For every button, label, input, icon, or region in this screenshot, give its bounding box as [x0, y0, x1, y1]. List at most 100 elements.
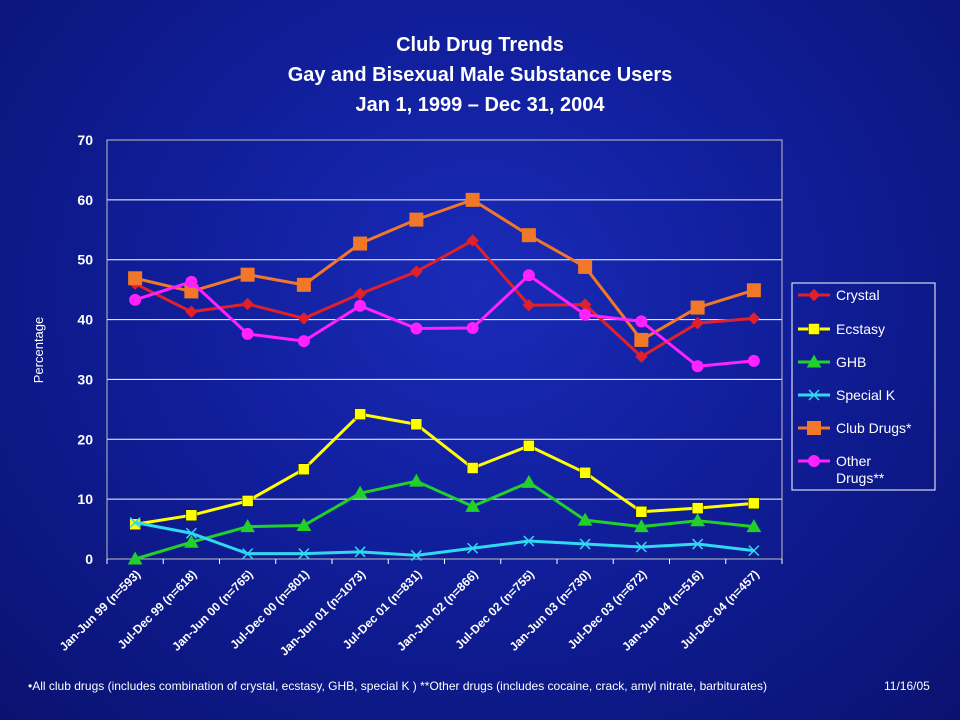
data-point-crystal — [353, 287, 367, 301]
data-point-ecstasy — [579, 467, 591, 479]
chart-title-block: Club Drug Trends Gay and Bisexual Male S… — [0, 30, 960, 120]
data-point-other-drugs — [129, 293, 142, 306]
series-line-club-drugs — [134, 198, 755, 342]
data-point-ecstasy — [241, 495, 254, 507]
series-line-ecstasy — [134, 412, 755, 526]
series-line-crystal — [134, 239, 755, 359]
data-point-ghb — [746, 519, 762, 533]
data-point-ghb — [184, 534, 199, 548]
legend-label: GHB — [836, 354, 866, 370]
chart-date-range: Jan 1, 1999 – Dec 31, 2004 — [355, 94, 605, 116]
legend-label: Drugs** — [836, 470, 885, 486]
data-point-other-drugs — [466, 321, 479, 334]
data-point-crystal — [635, 350, 648, 363]
legend-marker-ecstasy — [808, 323, 820, 335]
chart-title: Club Drug Trends — [396, 34, 564, 56]
data-point-club-drugs — [578, 259, 593, 274]
data-point-special-k — [635, 541, 647, 553]
data-point-ghb — [634, 519, 649, 533]
data-point-ecstasy — [410, 418, 423, 431]
series-line-ghb — [134, 479, 755, 561]
data-point-crystal — [522, 298, 536, 312]
legend-marker-other-drugs — [808, 455, 820, 467]
legend-marker-crystal — [807, 288, 821, 302]
data-point-ecstasy — [354, 408, 366, 420]
chart-subtitle: Gay and Bisexual Male Substance Users — [287, 64, 673, 86]
data-point-crystal — [691, 316, 704, 330]
data-point-club-drugs — [746, 283, 761, 298]
data-point-ecstasy — [523, 440, 535, 452]
data-point-club-drugs — [634, 332, 649, 347]
data-point-ecstasy — [691, 502, 704, 514]
legend-label: Other — [836, 453, 871, 469]
data-point-club-drugs — [690, 300, 705, 315]
data-point-special-k — [185, 527, 197, 539]
data-point-club-drugs — [296, 277, 311, 292]
legend-marker-ghb — [806, 354, 822, 368]
data-point-other-drugs — [185, 275, 198, 288]
y-axis-label: Percentage — [31, 317, 46, 384]
data-point-special-k — [298, 548, 310, 560]
data-point-special-k — [467, 542, 479, 554]
data-point-other-drugs — [241, 327, 254, 340]
data-point-special-k — [354, 546, 366, 558]
data-point-other-drugs — [579, 308, 592, 321]
data-point-crystal — [466, 234, 479, 247]
footnote: •All club drugs (includes combination of… — [28, 679, 767, 693]
data-point-special-k — [692, 538, 704, 550]
data-point-special-k — [242, 548, 254, 560]
data-point-club-drugs — [465, 192, 480, 207]
y-tick-label: 50 — [77, 252, 93, 268]
y-tick-label: 10 — [77, 491, 93, 507]
data-point-ghb — [409, 473, 424, 487]
data-point-ghb — [240, 519, 255, 533]
data-point-ecstasy — [298, 463, 310, 475]
data-point-special-k — [410, 549, 422, 561]
data-point-other-drugs — [297, 335, 310, 348]
legend-label: Ecstasy — [836, 321, 885, 337]
legend-marker-special-k — [808, 389, 820, 401]
data-point-ghb — [690, 513, 705, 527]
data-point-club-drugs — [240, 267, 255, 282]
y-tick-label: 0 — [85, 551, 93, 567]
y-tick-label: 70 — [77, 132, 93, 148]
data-point-ghb — [352, 485, 368, 499]
data-point-ecstasy — [466, 462, 479, 474]
data-point-crystal — [747, 312, 761, 325]
data-point-special-k — [579, 538, 591, 550]
data-point-club-drugs — [521, 228, 536, 243]
data-point-ghb — [127, 551, 143, 565]
data-point-ecstasy — [635, 506, 648, 518]
data-point-other-drugs — [747, 354, 760, 367]
legend-label: Club Drugs* — [836, 420, 912, 436]
data-point-ghb — [577, 512, 593, 526]
data-point-ghb — [521, 474, 537, 488]
date-stamp: 11/16/05 — [884, 679, 930, 693]
data-point-club-drugs — [409, 212, 424, 227]
data-point-ghb — [465, 498, 480, 512]
y-tick-label: 40 — [77, 312, 93, 328]
legend-label: Special K — [836, 387, 896, 403]
data-point-crystal — [410, 265, 423, 278]
y-tick-label: 60 — [77, 192, 93, 208]
series-line-special-k — [134, 521, 755, 557]
data-point-ghb — [296, 517, 312, 531]
data-point-other-drugs — [410, 322, 423, 335]
data-point-other-drugs — [691, 360, 704, 373]
series-line-other-drugs — [134, 273, 755, 368]
y-tick-label: 20 — [77, 431, 93, 447]
legend-label: Crystal — [836, 287, 880, 303]
data-point-other-drugs — [635, 315, 648, 328]
data-point-crystal — [297, 312, 311, 325]
data-point-crystal — [241, 297, 254, 311]
data-point-crystal — [185, 305, 198, 318]
data-point-special-k — [129, 516, 141, 529]
legend-marker-club-drugs — [807, 421, 821, 435]
data-point-ecstasy — [185, 509, 198, 522]
data-point-club-drugs — [353, 236, 368, 251]
data-point-club-drugs — [128, 271, 143, 286]
legend-box — [791, 282, 936, 491]
y-tick-label: 30 — [77, 371, 93, 387]
data-point-ecstasy — [748, 497, 760, 510]
